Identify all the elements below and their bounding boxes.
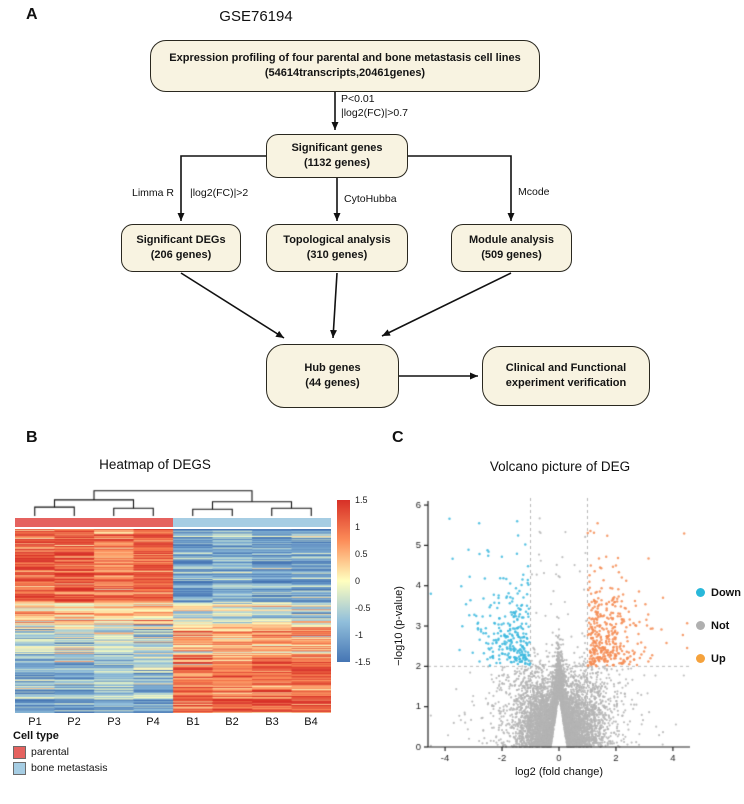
annotation-bar-bone [173,518,331,527]
heatmap-col-label: B3 [265,716,279,728]
box-text: (44 genes) [305,377,360,389]
heatmap-col-label: P3 [107,716,121,728]
heatmap-col-label: B2 [225,716,239,728]
celltype-legend-title: Cell type [13,730,59,742]
box-text: (509 genes) [481,249,542,261]
colorbar-tick-label: -0.5 [355,603,371,613]
up-dot-icon [696,654,705,663]
heatmap-title: Heatmap of DEGS [99,457,211,472]
legend-label-bone: bone metastasis [31,762,108,774]
heatmap-col-label: P2 [67,716,81,728]
flowchart-box-profiling: Expression profiling of four parental an… [150,40,540,92]
box-text: (1132 genes) [303,157,371,169]
box-text: Hub genes [304,361,361,374]
panel-b-label: B [26,429,38,446]
colorbar-tick-label: 0 [355,576,361,586]
heatmap-col-label: P1 [28,716,42,728]
box-text: (206 genes) [150,249,212,261]
legend-label-up: Up [711,652,726,665]
panel-a-label: A [26,6,38,23]
edge-label-mcode: Mcode [518,186,550,198]
colorbar-tick-label: 0.5 [355,549,368,559]
colorbar-tick-label: -1 [355,630,364,640]
box-text: Clinical and Functional [505,361,627,374]
not-dot-icon [696,621,705,630]
box-text: Significant genes [291,141,383,154]
heatmap-canvas [15,529,331,713]
flowchart-box-significant-genes: Significant genes (1132 genes) [266,134,408,178]
box-text: Significant DEGs [136,233,226,246]
edge-label-pvalue: P<0.01 [341,93,375,105]
box-text: Topological analysis [283,233,391,246]
edge-label-fc07: |log2(FC)|>0.7 [341,107,409,119]
volcano-y-axis-label: −log10 (p-value) [393,586,405,666]
legend-item-not: Not [696,619,741,632]
box-text: Module analysis [469,233,554,246]
box-text: experiment verification [505,377,627,389]
dendrogram-canvas [15,487,331,517]
edge-label-limma: Limma R [132,187,175,199]
colorbar-tick-label: 1.5 [355,495,368,505]
flowchart-box-clinical: Clinical and Functional experiment verif… [482,346,650,406]
flowchart-arrows [177,92,515,380]
heatmap-col-label: B4 [304,716,318,728]
colorbar-tick-label: 1 [355,522,361,532]
legend-label-not: Not [711,619,730,632]
legend-swatch-bone [13,762,26,775]
legend-label-parental: parental [31,746,69,758]
volcano-legend: Down Not Up [696,586,741,685]
panel-c-label: C [392,429,404,446]
flowchart-box-topological: Topological analysis (310 genes) [266,224,408,272]
heatmap-col-label: B1 [186,716,200,728]
box-text: (54614transcripts,20461genes) [264,67,426,79]
flowchart-box-hub-genes: Hub genes (44 genes) [266,344,399,408]
heatmap-col-label: P4 [146,716,160,728]
heatmap-colorbar [337,500,350,662]
volcano-x-axis-label: log2 (fold change) [514,766,604,778]
down-dot-icon [696,588,705,597]
legend-label-down: Down [711,586,741,599]
flowchart-box-significant-degs: Significant DEGs (206 genes) [121,224,241,272]
legend-item-up: Up [696,652,741,665]
legend-swatch-parental [13,746,26,759]
volcano-canvas [403,476,703,786]
edge-label-fc2: |log2(FC)|>2 [190,187,249,199]
flowchart-box-module: Module analysis (509 genes) [451,224,572,272]
volcano-title: Volcano picture of DEG [489,459,631,474]
colorbar-tick-label: -1.5 [355,657,371,667]
box-text: Expression profiling of four parental an… [169,51,521,64]
edge-label-cytohubba: CytoHubba [344,193,397,205]
flowchart-title: GSE76194 [219,8,293,25]
annotation-bar-parental [15,518,173,527]
legend-item-down: Down [696,586,741,599]
box-text: (310 genes) [306,249,368,261]
